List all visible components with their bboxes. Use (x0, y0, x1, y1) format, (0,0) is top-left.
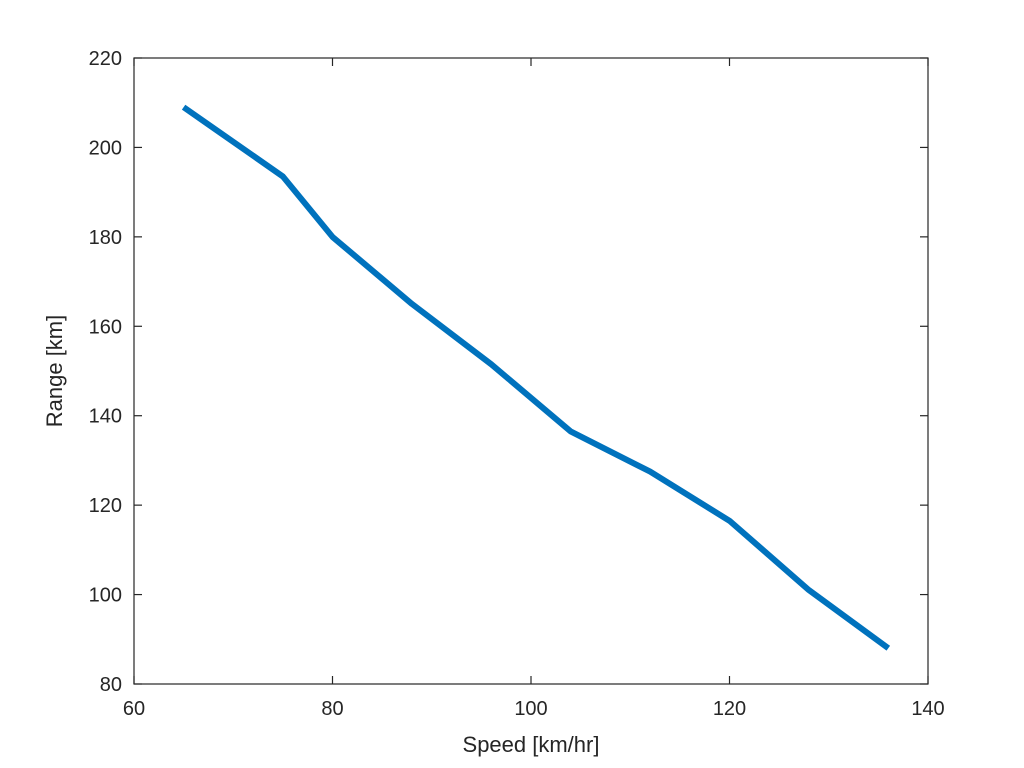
x-tick-label: 60 (123, 698, 145, 720)
x-tick-label: 100 (514, 698, 547, 720)
y-axis-label: Range [km] (42, 315, 67, 428)
y-tick-label: 140 (89, 406, 122, 428)
series-layer (181, 104, 891, 651)
y-tick-label: 100 (89, 585, 122, 607)
x-tick-label: 120 (713, 698, 746, 720)
y-tick-label: 180 (89, 227, 122, 249)
y-tick-label: 160 (89, 316, 122, 338)
y-tick-label: 120 (89, 495, 122, 517)
y-tick-label: 200 (89, 137, 122, 159)
series-line (181, 104, 891, 651)
x-axis-label: Speed [km/hr] (463, 732, 600, 757)
y-tick-label: 220 (89, 48, 122, 70)
y-tick-label: 80 (100, 674, 122, 696)
x-tick-label: 80 (321, 698, 343, 720)
x-tick-label: 140 (911, 698, 944, 720)
